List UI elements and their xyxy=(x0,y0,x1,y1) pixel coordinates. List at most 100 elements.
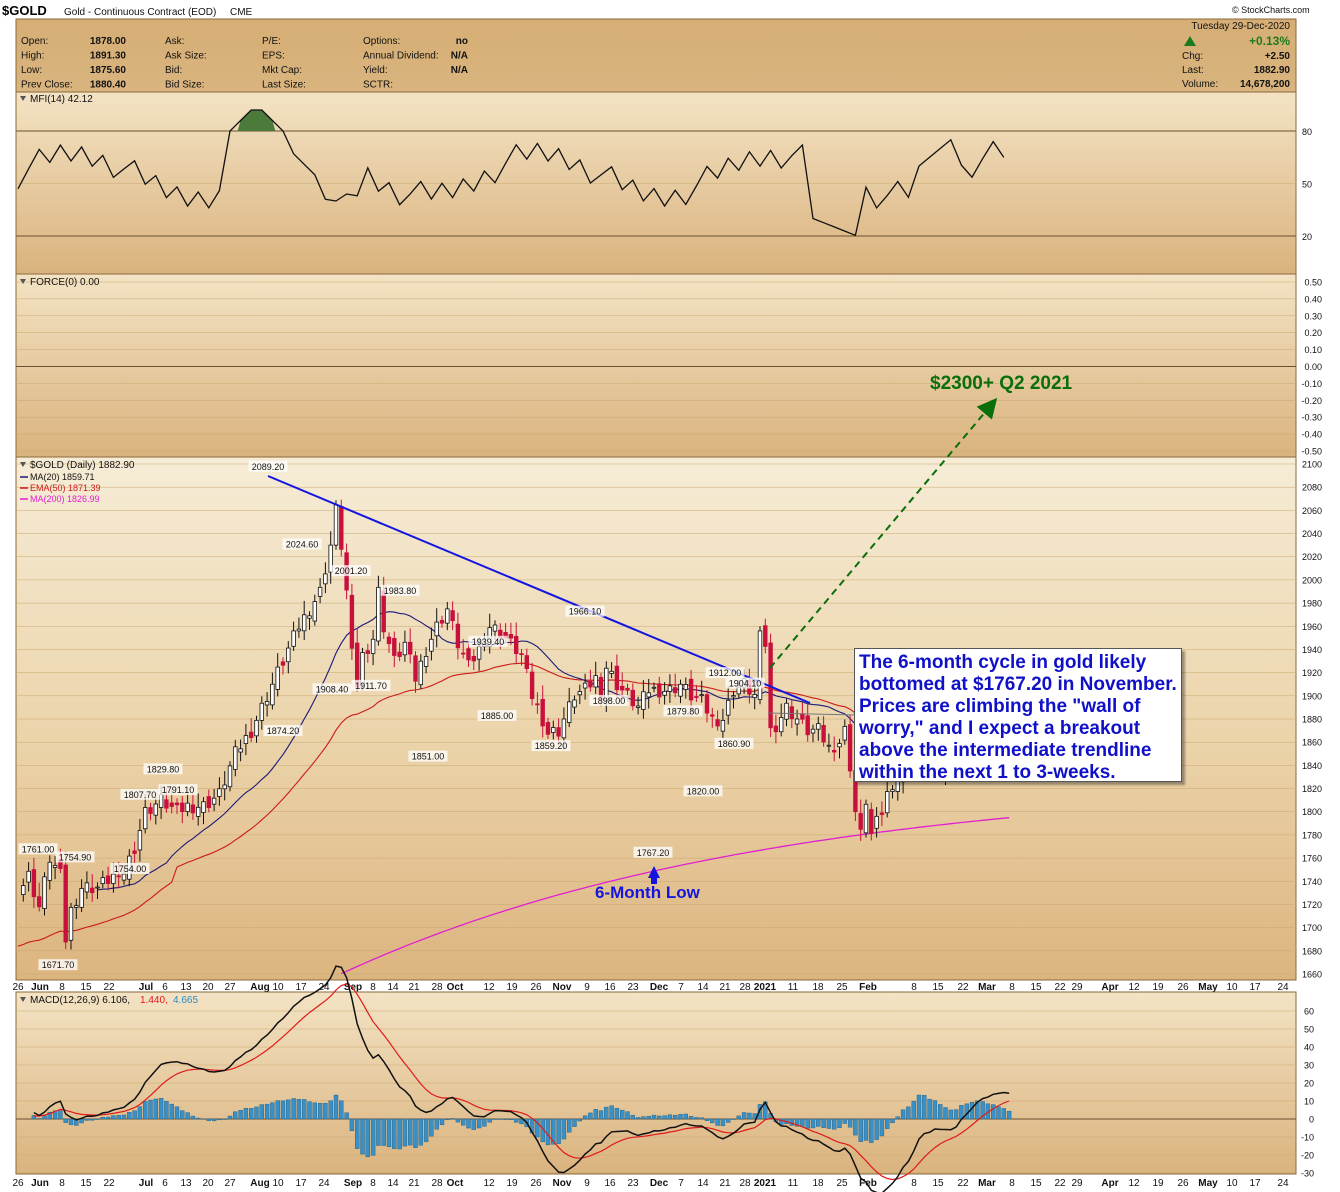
macd-hist-bar xyxy=(392,1118,397,1149)
chevron-down-icon[interactable] xyxy=(20,96,26,101)
candle-body xyxy=(445,608,450,624)
macd-hist-bar xyxy=(455,1118,461,1123)
force-legend: FORCE(0) 0.00 xyxy=(30,277,100,288)
candle-body xyxy=(863,803,869,834)
candle-body xyxy=(710,714,715,717)
candle-body xyxy=(47,861,52,881)
y-tick: 1920 xyxy=(1302,668,1322,678)
y-tick: -20 xyxy=(1301,1151,1314,1161)
ma20-legend: MA(20) 1859.71 xyxy=(30,472,95,482)
candle-body xyxy=(169,802,174,807)
macd-hist-bar xyxy=(397,1118,402,1150)
x-tick: 28 xyxy=(739,1178,751,1189)
y-tick: 1840 xyxy=(1302,761,1322,771)
price-label-bg xyxy=(312,683,352,695)
macd-hist-bar xyxy=(805,1118,810,1129)
x-tick: 14 xyxy=(697,1178,709,1189)
candle-body xyxy=(402,641,408,656)
x-tick: 17 xyxy=(295,982,307,993)
candle-body xyxy=(837,743,842,748)
chevron-down-icon[interactable] xyxy=(20,279,26,284)
ma200-legend: MA(200) 1826.99 xyxy=(30,494,100,504)
change-pct: +0.13% xyxy=(1249,34,1290,48)
x-tick: 22 xyxy=(1054,1178,1066,1189)
price-label: 1904.10 xyxy=(729,679,762,689)
y-tick: 1660 xyxy=(1302,970,1322,980)
macd-hist-bar xyxy=(832,1118,837,1130)
candle-body xyxy=(195,806,201,817)
macd-legend: MACD(12,26,9) 6.106, 1.440, 4.665 xyxy=(20,995,198,1006)
candle-body xyxy=(885,791,890,814)
x-tick: 8 xyxy=(911,1178,917,1189)
x-tick: 9 xyxy=(584,1178,590,1189)
candle-body xyxy=(779,717,784,733)
price-label: 1791.10 xyxy=(162,785,195,795)
macd-hist-bar xyxy=(291,1098,296,1120)
quote-left: Open: 1878.00 High: 1891.30 Low: 1875.60 Prev … xyxy=(21,36,126,91)
x-tick: 19 xyxy=(1152,982,1164,993)
mfi-legend: MFI(14) 42.12 xyxy=(30,94,93,105)
instrument-name: Gold - Continuous Contract (EOD) xyxy=(64,7,216,18)
macd-hist-bar xyxy=(694,1117,699,1120)
macd-hist-bar xyxy=(180,1110,185,1120)
y-tick: -0.30 xyxy=(1301,413,1322,423)
macd-hist-bar xyxy=(312,1102,317,1120)
quote-label: Mkt Cap: xyxy=(262,65,302,76)
candle-body xyxy=(423,656,429,667)
candle-body xyxy=(752,694,757,699)
macd-hist-bar xyxy=(837,1118,842,1128)
x-tick: 7 xyxy=(678,982,684,993)
macd-hist-bar xyxy=(164,1100,169,1120)
x-tick: 26 xyxy=(530,1178,542,1189)
price-label-bg xyxy=(380,584,420,596)
macd-hist-bar xyxy=(842,1118,847,1124)
candle-body xyxy=(519,653,524,656)
macd-hist-bar xyxy=(885,1118,890,1129)
x-tick: 21 xyxy=(408,982,420,993)
stat-value: +2.50 xyxy=(1265,51,1291,62)
candle-body xyxy=(280,661,286,666)
quote-value: 1880.40 xyxy=(90,80,127,91)
macd-hist-bar xyxy=(715,1118,720,1126)
ema50-line xyxy=(17,662,1010,947)
candle-body xyxy=(529,671,535,700)
macd-hist-bar xyxy=(625,1111,630,1120)
macd-hist-bar xyxy=(328,1100,333,1120)
candle-body xyxy=(217,788,222,797)
candle-body xyxy=(111,873,116,884)
macd-hist-bar xyxy=(174,1106,180,1120)
macd-hist-bar xyxy=(757,1104,763,1120)
x-tick: Dec xyxy=(650,982,669,993)
chevron-down-icon[interactable] xyxy=(20,462,26,467)
candle-body xyxy=(233,746,238,770)
x-tick: 19 xyxy=(1152,1178,1164,1189)
quote-label: SCTR: xyxy=(363,80,393,91)
y-tick: 50 xyxy=(1304,1025,1314,1035)
x-tick: Oct xyxy=(447,1178,464,1189)
macd-hist-bar xyxy=(132,1110,137,1120)
candle-body xyxy=(757,630,763,701)
macd-hist-bar xyxy=(726,1118,731,1123)
x-tick: Apr xyxy=(1101,982,1118,993)
x-tick: 16 xyxy=(604,1178,616,1189)
macd-hist-bar xyxy=(89,1118,95,1121)
candle-body xyxy=(810,728,816,734)
mfi-panel xyxy=(15,91,1297,275)
macd-hist-bar xyxy=(922,1095,927,1120)
candle-body xyxy=(248,731,254,738)
x-tick: 8 xyxy=(1009,982,1015,993)
price-label: 1829.80 xyxy=(147,764,180,774)
y-tick: 30 xyxy=(1304,1061,1314,1071)
macd-hist-bar xyxy=(461,1118,466,1126)
candle-body xyxy=(360,652,365,684)
quote-right: Options: no Annual Dividend: N/A Yield: N/A SC… xyxy=(363,36,468,91)
analysis-note: The 6-month cycle in gold likely bottome… xyxy=(854,648,1182,783)
candle-body xyxy=(540,699,545,727)
price-label-bg xyxy=(331,565,371,577)
macd-hist-bar xyxy=(439,1118,445,1126)
candle-body xyxy=(26,870,31,883)
price-label: 1754.00 xyxy=(114,864,147,874)
chevron-down-icon[interactable] xyxy=(20,997,26,1002)
candle-body xyxy=(460,652,466,655)
macd-hist-bar xyxy=(943,1107,948,1120)
